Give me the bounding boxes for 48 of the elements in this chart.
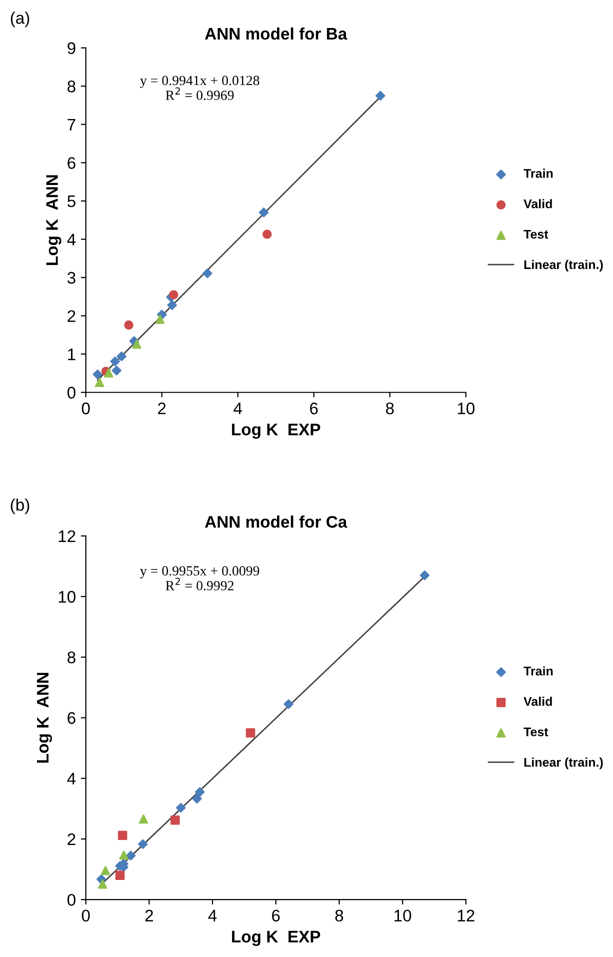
- y-tick-label: 12: [58, 530, 76, 542]
- legend-label: Train: [524, 666, 553, 676]
- text: (b): [10, 498, 30, 514]
- x-tick-label: 10: [394, 910, 412, 922]
- y-tick-label: 8: [68, 80, 76, 92]
- y-tick-label: 10: [58, 590, 76, 603]
- y-tick-label: 0: [67, 894, 76, 906]
- y-tick-label: 8: [68, 652, 76, 664]
- y-tick-label: 1: [68, 348, 76, 360]
- legend-label: Train: [524, 168, 553, 178]
- y-tick-label: 5: [67, 196, 76, 208]
- x-tick-label: 2: [158, 402, 166, 414]
- x-tick-label: 0: [82, 402, 90, 414]
- y-tick-label: 4: [67, 772, 76, 784]
- legend-label: Test: [524, 728, 548, 736]
- annotation: y = 0.9955x + 0.0099 R$^{2}$ = 0.9992: [140, 566, 260, 590]
- legend-label: Test: [524, 230, 548, 239]
- x-axis-title: Log K EXP: [232, 930, 320, 946]
- y-tick-label: 6: [68, 712, 76, 724]
- y-tick-label: 0: [67, 386, 76, 399]
- x-tick-label: 4: [234, 402, 242, 414]
- annotation: y = 0.9941x + 0.0128 R$^{2}$ = 0.9969: [140, 76, 260, 100]
- x-tick-label: 6: [272, 910, 280, 922]
- x-tick-label: 10: [458, 402, 474, 414]
- legend-label: Linear (train.): [524, 758, 603, 770]
- text: (a): [10, 12, 30, 28]
- legend-label: Valid: [524, 199, 552, 208]
- x-axis-title: Log K EXP: [232, 424, 320, 439]
- chart-title: ANN model for Ca: [204, 516, 348, 528]
- y-axis-title: Log K ANN: [37, 672, 52, 763]
- y-tick-label: 2: [68, 833, 76, 846]
- y-tick-label: 2: [68, 310, 76, 322]
- x-tick-label: 8: [335, 910, 344, 922]
- y-tick-label: 7: [68, 118, 76, 130]
- chart-title: ANN model for Ba: [204, 27, 348, 40]
- y-tick-label: 9: [68, 42, 76, 54]
- x-tick-label: 12: [458, 910, 474, 922]
- y-axis-title: Log K ANN: [46, 175, 62, 265]
- y-tick-label: 4: [67, 234, 76, 246]
- x-tick-label: 2: [145, 910, 153, 922]
- y-tick-label: 6: [68, 157, 76, 169]
- legend-label: Valid: [524, 696, 552, 706]
- x-tick-label: 8: [386, 402, 394, 414]
- x-tick-label: 6: [310, 402, 318, 414]
- y-tick-label: 3: [67, 272, 76, 284]
- x-tick-label: 0: [82, 910, 90, 922]
- legend-label: Linear (train.): [524, 260, 603, 272]
- x-tick-label: 4: [208, 910, 217, 922]
